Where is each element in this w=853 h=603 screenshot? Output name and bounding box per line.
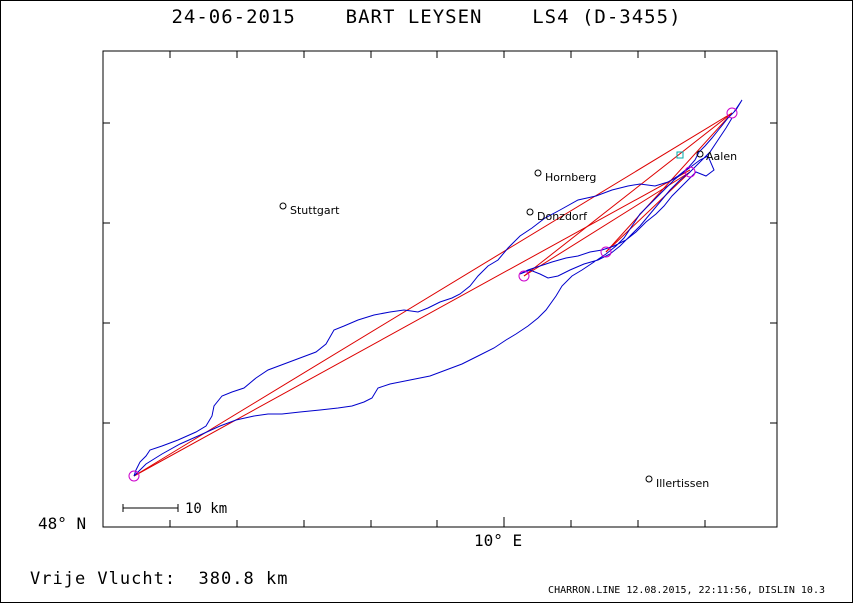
town-icon: [696, 150, 704, 158]
axis-ticks: [103, 51, 777, 527]
credit-line: CHARRON.LINE 12.08.2015, 22:11:56, DISLI…: [548, 585, 825, 596]
distance-summary: Vrije Vlucht: 380.8 km: [30, 569, 288, 589]
town-label: Illertissen: [656, 477, 709, 490]
town-label: Donzdorf: [537, 210, 588, 223]
turnpoint-circle: [726, 107, 738, 119]
town-icon: [279, 202, 287, 210]
towns: Hornberg Stuttgart Donzdorf Aalen Illert…: [279, 150, 737, 490]
town-label: Hornberg: [545, 171, 596, 184]
flight-track: [133, 99, 743, 477]
scale-bar-label: 10 km: [185, 501, 227, 517]
scale-bar: [122, 504, 179, 512]
distance-value: 380.8 km: [198, 569, 289, 589]
map-frame: [102, 50, 778, 528]
town-icon: [645, 475, 653, 483]
turnpoint-markers: [128, 107, 738, 482]
turnpoint-circle: [684, 166, 696, 178]
turnpoint-circle: [518, 270, 530, 282]
task-leg: [523, 112, 733, 277]
town-label: Stuttgart: [290, 204, 340, 217]
town-icon: [526, 208, 534, 216]
task-leg: [605, 112, 733, 253]
latitude-label: 48° N: [38, 514, 87, 533]
distance-label: Vrije Vlucht:: [30, 569, 177, 589]
task-leg: [133, 169, 691, 477]
task-lines: [133, 112, 733, 477]
turnpoint-circle: [600, 246, 612, 258]
task-leg: [133, 112, 733, 477]
pilot-name: BART LEYSEN: [345, 6, 483, 28]
flight-title: 24-06-2015 BART LEYSEN LS4 (D-3455): [0, 6, 853, 28]
start-marker: [676, 151, 684, 159]
task-leg: [605, 171, 691, 253]
town-label: Aalen: [706, 150, 737, 163]
longitude-label: 10° E: [474, 531, 523, 550]
flight-date: 24-06-2015: [171, 6, 296, 28]
town-icon: [534, 169, 542, 177]
turnpoint-circle: [128, 470, 140, 482]
glider-id: LS4 (D-3455): [532, 6, 682, 28]
